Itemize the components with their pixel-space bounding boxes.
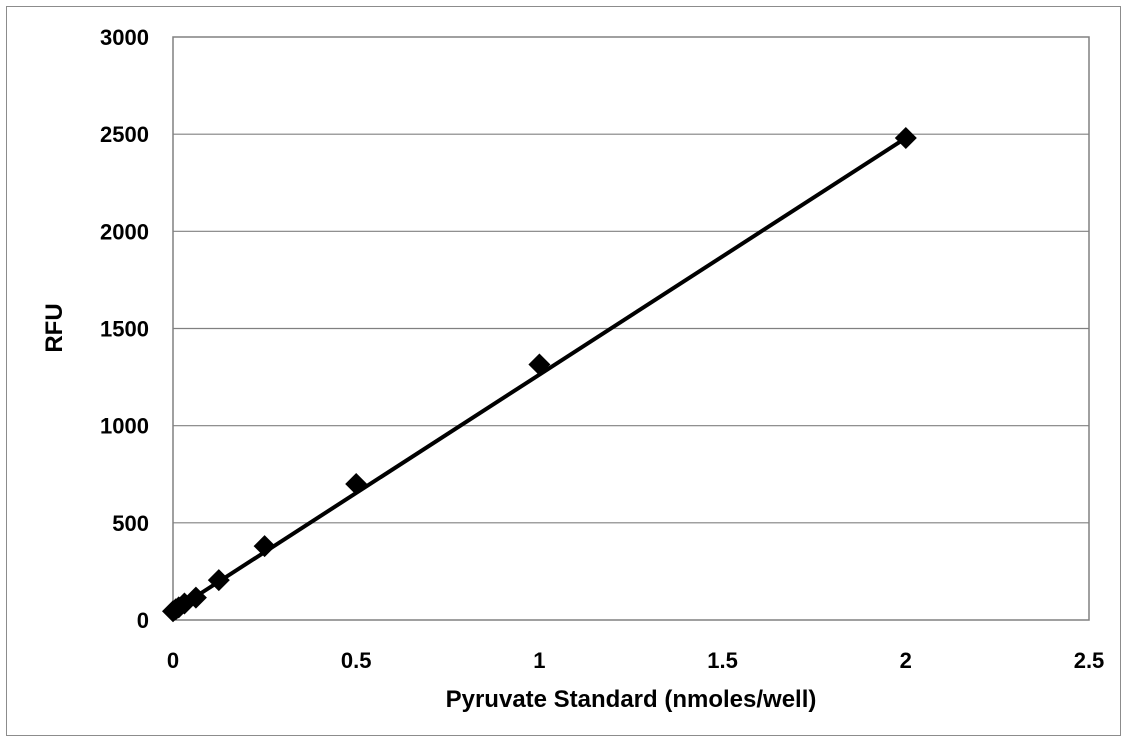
x-tick-label: 0.5 [341, 648, 372, 673]
y-tick-label: 500 [112, 511, 149, 536]
x-tick-labels: 0 0.5 1 1.5 2 2.5 [167, 648, 1104, 673]
x-tick-label: 2 [900, 648, 912, 673]
y-tick-label: 3000 [100, 25, 149, 50]
x-axis-title: Pyruvate Standard (nmoles/well) [446, 686, 817, 713]
data-point [894, 127, 917, 150]
y-tick-label: 1500 [100, 317, 149, 342]
y-axis-title: RFU [41, 303, 68, 352]
y-tick-label: 1000 [100, 414, 149, 439]
data-point [253, 535, 276, 558]
x-tick-label: 1 [533, 648, 545, 673]
data-point [345, 472, 368, 495]
data-point [207, 569, 230, 592]
x-tick-label: 2.5 [1074, 648, 1105, 673]
data-points [162, 127, 917, 623]
gridlines [173, 133, 1089, 524]
plot-area-border [172, 36, 1090, 621]
y-tick-label: 2000 [100, 219, 149, 244]
chart-frame [6, 6, 1121, 736]
data-point [184, 586, 207, 609]
x-tick-label: 0 [167, 648, 179, 673]
data-point [528, 353, 551, 376]
y-tick-label: 0 [137, 608, 149, 633]
y-tick-labels: 0 500 1000 1500 2000 2500 3000 [100, 25, 149, 633]
x-tick-label: 1.5 [707, 648, 738, 673]
y-tick-label: 2500 [100, 122, 149, 147]
